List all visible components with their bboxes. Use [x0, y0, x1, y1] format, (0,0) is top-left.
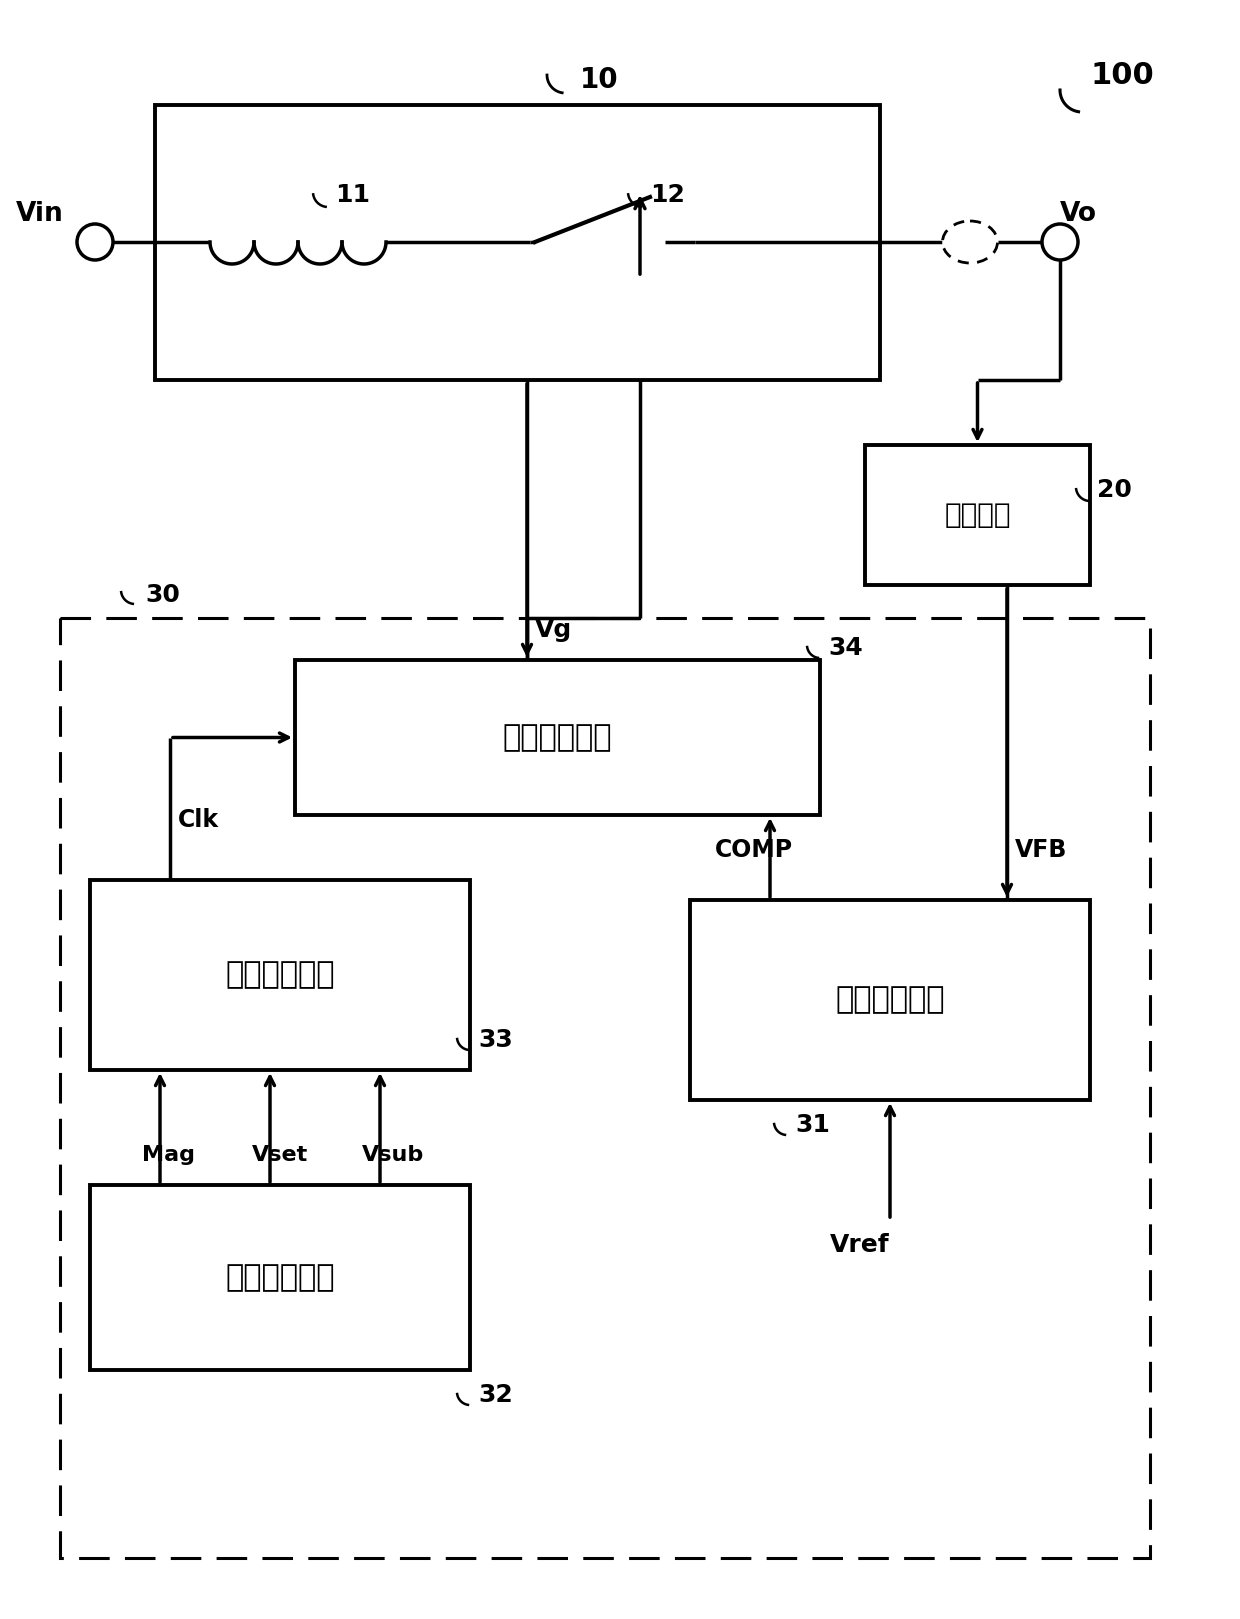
Circle shape — [1042, 223, 1078, 261]
Text: 30: 30 — [145, 583, 180, 607]
Circle shape — [77, 223, 113, 261]
Bar — [866, 445, 1090, 584]
Text: 11: 11 — [335, 183, 370, 207]
Text: COMP: COMP — [715, 839, 794, 861]
Text: Mag: Mag — [143, 1145, 195, 1166]
Text: 频率控制单元: 频率控制单元 — [226, 960, 335, 989]
Bar — [91, 1185, 470, 1370]
Text: 33: 33 — [477, 1028, 513, 1052]
Bar — [60, 618, 1149, 1557]
Text: Vref: Vref — [831, 1234, 890, 1256]
Text: 反馈电路: 反馈电路 — [944, 500, 1011, 529]
Ellipse shape — [942, 222, 997, 262]
Text: 10: 10 — [580, 66, 619, 94]
Text: 32: 32 — [477, 1383, 513, 1407]
Text: Vg: Vg — [534, 618, 572, 643]
Text: 开关控制单元: 开关控制单元 — [502, 724, 613, 751]
Text: 20: 20 — [1097, 478, 1132, 502]
Text: Vsub: Vsub — [362, 1145, 424, 1166]
Text: Vo: Vo — [1059, 201, 1096, 227]
Bar — [689, 900, 1090, 1099]
Bar — [155, 105, 880, 380]
Text: 误差放大单元: 误差放大单元 — [836, 986, 945, 1015]
Bar — [91, 881, 470, 1070]
Text: VFB: VFB — [1016, 839, 1068, 861]
Text: 100: 100 — [1090, 60, 1153, 89]
Text: Vset: Vset — [252, 1145, 309, 1166]
Text: Vin: Vin — [16, 201, 64, 227]
Text: 31: 31 — [795, 1112, 830, 1137]
Text: 磁场检测单元: 磁场检测单元 — [226, 1263, 335, 1292]
Text: Clk: Clk — [179, 808, 219, 832]
Text: 12: 12 — [650, 183, 684, 207]
Text: 34: 34 — [828, 636, 863, 661]
Bar — [295, 661, 820, 814]
